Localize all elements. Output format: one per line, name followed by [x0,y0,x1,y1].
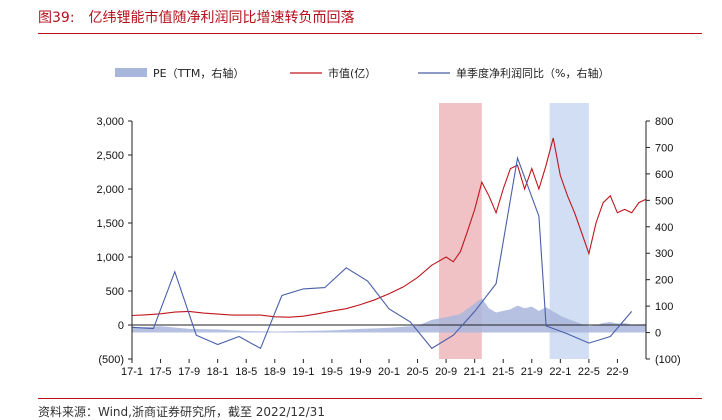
left-tick-label: 2,000 [96,184,124,196]
figure-title-text: 亿纬锂能市值随净利润同比增速转负而回落 [88,10,355,26]
x-tick-label: 22-5 [578,366,600,378]
x-tick-label: 17-1 [121,366,143,378]
x-tick-label: 22-1 [549,366,571,378]
series-pe-area [132,298,646,333]
x-tick-label: 19-9 [349,366,371,378]
source-rule [38,398,702,399]
x-tick-label: 18-1 [207,366,229,378]
legend-market-cap-label: 市值(亿） [328,66,376,80]
figure-number: 图39: [38,10,75,26]
left-tick-label: (500) [98,354,124,366]
x-tick-label: 19-5 [321,366,343,378]
right-tick-label: 400 [655,222,673,234]
legend-net-profit-yoy-label: 单季度净利润同比（%，右轴） [456,66,609,80]
series-market-cap-line [131,137,647,318]
legend-pe-swatch [115,68,147,77]
x-tick-label: 17-9 [178,366,200,378]
x-tick-label: 22-9 [606,366,628,378]
x-tick-label: 21-5 [492,366,514,378]
left-tick-label: 3,000 [96,116,124,128]
right-tick-label: 300 [655,248,673,260]
left-tick-label: 2,500 [96,150,124,162]
x-tick-label: 20-5 [407,366,429,378]
right-tick-label: 600 [655,169,673,181]
legend-net-profit-yoy: 单季度净利润同比（%，右轴） [418,66,609,80]
right-tick-label: 500 [655,195,673,207]
x-tick-label: 18-9 [264,366,286,378]
x-tick-label: 19-1 [292,366,314,378]
x-tick-label: 20-1 [378,366,400,378]
x-tick-label: 17-5 [150,366,172,378]
right-tick-label: 100 [655,301,673,313]
left-tick-label: 1,000 [96,252,124,264]
x-tick-label: 20-9 [435,366,457,378]
source-note: 资料来源：Wind,浙商证券研究所，截至 2022/12/31 [38,405,325,419]
x-tick-label: 21-9 [521,366,543,378]
legend-pe-label: PE（TTM，右轴） [153,66,244,80]
right-tick-label: (100) [655,354,681,366]
legend-market-cap: 市值(亿） [290,66,376,80]
right-tick-label: 200 [655,275,673,287]
figure-title: 图39: 亿纬锂能市值随净利润同比增速转负而回落 [38,7,355,27]
x-tick-label: 21-1 [464,366,486,378]
legend-pe: PE（TTM，右轴） [115,66,244,80]
right-tick-label: 800 [655,116,673,128]
right-tick-label: 700 [655,142,673,154]
right-tick-label: 0 [655,328,661,340]
series-net-profit-yoy-line [131,155,633,350]
left-tick-label: 1,500 [96,218,124,230]
title-rule [38,33,702,34]
left-tick-label: 0 [118,320,124,332]
left-tick-label: 500 [106,286,124,298]
x-tick-label: 18-5 [235,366,257,378]
